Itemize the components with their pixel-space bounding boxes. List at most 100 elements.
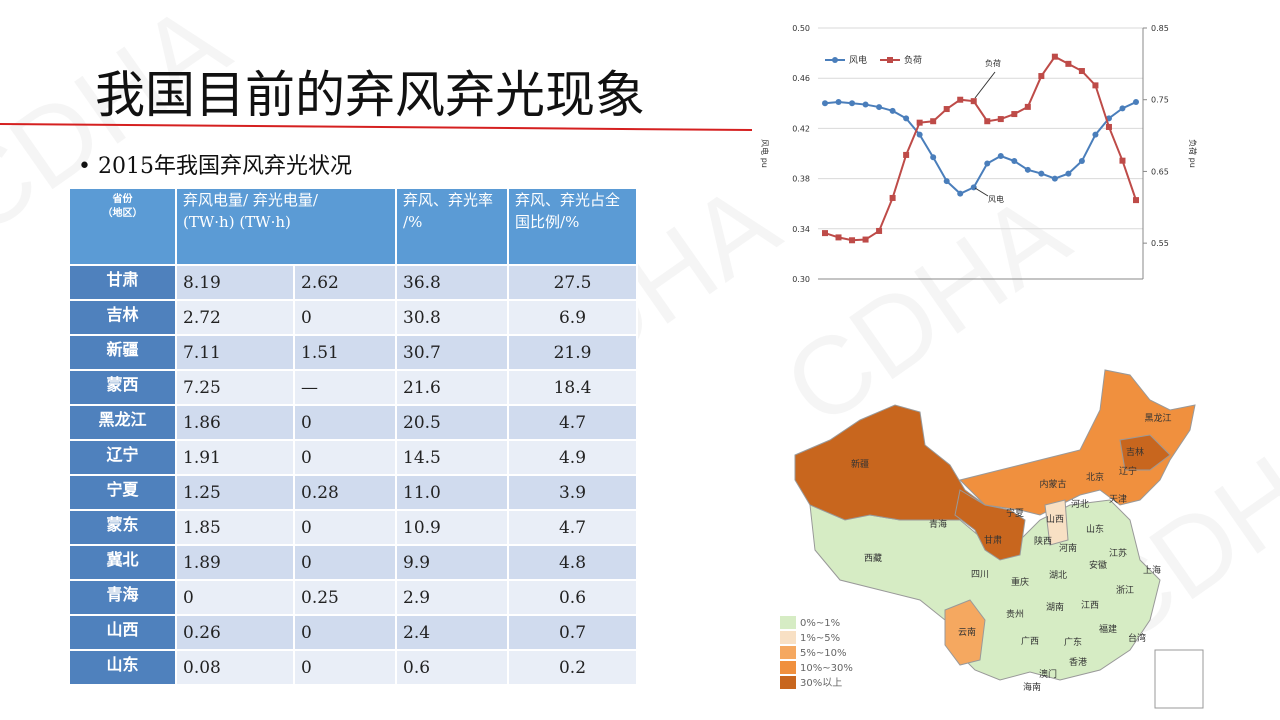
table-row: 青海 0 0.25 2.9 0.6 (68, 579, 639, 616)
marker (1092, 82, 1099, 89)
region-label: 云南 (958, 626, 976, 638)
table-cell: 0 (292, 649, 398, 686)
table-cell: 0 (292, 404, 398, 441)
table-cell: 27.5 (507, 264, 639, 301)
region-label: 新疆 (851, 458, 869, 470)
y-tick-label: 0.50 (792, 24, 810, 33)
marker (957, 96, 964, 103)
region-label: 上海 (1143, 564, 1161, 576)
table-cell: 0.6 (507, 579, 639, 616)
table-cell: 2.62 (292, 264, 398, 301)
table-cell: 30.7 (395, 334, 510, 371)
region-label: 山东 (1086, 523, 1104, 535)
region-label: 江西 (1081, 600, 1099, 611)
marker (1078, 158, 1085, 165)
bullet: • 2015年我国弃风弃光状况 (78, 154, 352, 179)
marker (1024, 166, 1031, 173)
table-cell: 4.9 (507, 439, 639, 476)
marker (903, 151, 910, 158)
region-label: 北京 (1086, 471, 1104, 483)
table-cell: 21.9 (507, 334, 639, 371)
table-cell: 4.7 (507, 404, 639, 441)
marker (862, 101, 869, 108)
series-line (824, 101, 1137, 195)
legend-swatch (780, 616, 796, 629)
annotation: 负荷 (985, 58, 1001, 68)
marker (970, 184, 977, 191)
region-label: 河北 (1071, 498, 1089, 510)
table-cell: 2.72 (175, 299, 295, 336)
region-shape (794, 404, 986, 521)
region-label: 广西 (1021, 635, 1039, 647)
region-label: 西藏 (864, 552, 882, 564)
table-cell: 0 (292, 544, 398, 581)
table-cell: 7.11 (175, 334, 295, 371)
province-cell: 冀北 (68, 544, 177, 581)
marker (835, 234, 842, 241)
marker (862, 236, 869, 243)
table-row: 山西 0.26 0 2.4 0.7 (68, 614, 639, 651)
marker (1119, 105, 1126, 112)
region-label: 吉林 (1126, 446, 1144, 458)
legend-label: 0%~1% (800, 618, 840, 629)
region-label: 浙江 (1116, 584, 1134, 596)
marker (1078, 68, 1085, 75)
table-cell: 0 (292, 439, 398, 476)
marker (916, 131, 923, 138)
region-shape (959, 369, 1196, 516)
table-row: 甘肃 8.19 2.62 36.8 27.5 (68, 264, 639, 301)
marker (1065, 60, 1072, 67)
legend-label: 5%~10% (800, 648, 846, 659)
province-cell: 吉林 (68, 299, 177, 336)
table-row: 辽宁 1.91 0 14.5 4.9 (68, 439, 639, 476)
legend-marker (832, 57, 838, 63)
legend-label: 10%~30% (800, 663, 853, 674)
marker (903, 115, 910, 122)
table-cell: 18.4 (507, 369, 639, 406)
region-label: 天津 (1109, 494, 1127, 505)
marker (835, 99, 842, 106)
region-label: 河南 (1059, 542, 1077, 554)
header-row: 省份 （地区） 弃风电量/ 弃光电量/ (TW·h) (TW·h) 弃风、弃光率… (68, 187, 639, 266)
table-cell: 21.6 (395, 369, 510, 406)
legend-label: 1%~5% (800, 633, 840, 644)
table-cell: 1.89 (175, 544, 295, 581)
data-table: 省份 （地区） 弃风电量/ 弃光电量/ (TW·h) (TW·h) 弃风、弃光率… (68, 187, 639, 686)
marker (970, 98, 977, 105)
legend-swatch (780, 661, 796, 674)
marker (943, 106, 950, 113)
table-cell: 14.5 (395, 439, 510, 476)
marker (889, 107, 896, 114)
header-cell: 弃风、弃光占全国比例/% (507, 187, 639, 266)
province-cell: 蒙西 (68, 369, 177, 406)
bullet-text: 2015年我国弃风弃光状况 (97, 154, 352, 179)
table-cell: 7.25 (175, 369, 295, 406)
annotation-arrow (974, 71, 996, 99)
region-label: 香港 (1069, 656, 1087, 668)
region-label: 黑龙江 (1144, 412, 1171, 424)
table-cell: 0.2 (507, 649, 639, 686)
legend-swatch (780, 646, 796, 659)
inset-frame (1154, 649, 1204, 709)
annotation-arrow (974, 187, 989, 197)
table-cell: 6.9 (507, 299, 639, 336)
marker (930, 154, 937, 161)
table-cell: 0.25 (292, 579, 398, 616)
marker (822, 100, 828, 107)
table-row: 蒙西 7.25—21.6 18.4 (68, 369, 639, 406)
table-cell: 0 (292, 614, 398, 651)
table-cell: 30.8 (395, 299, 510, 336)
table-row: 吉林 2.72 0 30.8 6.9 (68, 299, 639, 336)
table-cell: 0 (292, 299, 398, 336)
region-shape (944, 599, 986, 666)
table-cell: 0.26 (175, 614, 295, 651)
marker (1065, 170, 1072, 177)
region-label: 甘肃 (984, 534, 1002, 546)
region-label: 陕西 (1034, 535, 1052, 547)
y2-tick-label: 0.55 (1151, 239, 1169, 248)
table-cell: 0 (175, 579, 295, 616)
table-cell: 3.9 (507, 474, 639, 511)
